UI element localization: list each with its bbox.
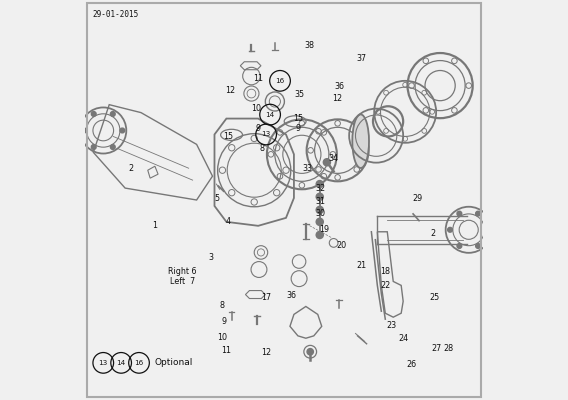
- Text: 9: 9: [295, 124, 300, 133]
- Text: Optional: Optional: [155, 358, 193, 367]
- Text: 20: 20: [336, 241, 346, 250]
- Text: 13: 13: [261, 132, 271, 138]
- Text: 16: 16: [275, 78, 285, 84]
- Text: 11: 11: [222, 346, 231, 355]
- Text: 14: 14: [116, 360, 126, 366]
- Text: 32: 32: [315, 184, 325, 192]
- Text: 36: 36: [335, 82, 345, 91]
- Text: 30: 30: [316, 210, 325, 218]
- Text: 14: 14: [265, 112, 275, 118]
- Text: 27: 27: [432, 344, 442, 354]
- Text: 35: 35: [294, 90, 304, 99]
- Circle shape: [91, 112, 96, 116]
- Text: 12: 12: [261, 348, 271, 358]
- Circle shape: [91, 145, 96, 149]
- Text: 21: 21: [356, 261, 366, 270]
- Text: 28: 28: [444, 344, 454, 354]
- Text: 8: 8: [220, 301, 225, 310]
- Text: 9: 9: [222, 317, 227, 326]
- Text: 9: 9: [256, 124, 261, 133]
- Text: 15: 15: [223, 132, 233, 141]
- Ellipse shape: [352, 114, 369, 168]
- Text: Right 6: Right 6: [169, 267, 197, 276]
- Circle shape: [475, 244, 481, 248]
- Text: 22: 22: [380, 281, 390, 290]
- Circle shape: [448, 228, 453, 232]
- Text: 26: 26: [406, 360, 416, 369]
- Circle shape: [457, 211, 462, 216]
- Text: 10: 10: [251, 104, 261, 113]
- Circle shape: [485, 228, 490, 232]
- Text: 12: 12: [225, 86, 236, 95]
- Text: 17: 17: [261, 293, 271, 302]
- Text: 10: 10: [218, 332, 227, 342]
- Text: 34: 34: [329, 154, 339, 163]
- Text: 18: 18: [381, 267, 390, 276]
- Text: 25: 25: [430, 293, 440, 302]
- Text: Left  7: Left 7: [170, 277, 195, 286]
- Text: 33: 33: [302, 164, 312, 173]
- Circle shape: [316, 180, 323, 188]
- Circle shape: [475, 211, 481, 216]
- Text: 11: 11: [253, 74, 263, 83]
- Text: 29-01-2015: 29-01-2015: [93, 10, 139, 19]
- Circle shape: [316, 218, 323, 226]
- Circle shape: [110, 145, 115, 149]
- Text: 19: 19: [319, 225, 329, 234]
- Text: 2: 2: [128, 164, 133, 173]
- Text: 29: 29: [412, 194, 422, 202]
- Circle shape: [316, 193, 323, 200]
- Circle shape: [120, 128, 125, 133]
- Circle shape: [323, 159, 331, 166]
- Text: 5: 5: [214, 194, 219, 202]
- Text: 16: 16: [135, 360, 144, 366]
- Text: 37: 37: [356, 54, 366, 64]
- Text: 38: 38: [305, 40, 315, 50]
- Text: 2: 2: [431, 229, 436, 238]
- Text: 12: 12: [332, 94, 343, 103]
- Circle shape: [82, 128, 86, 133]
- Text: 23: 23: [386, 321, 396, 330]
- Text: 1: 1: [152, 221, 157, 230]
- Text: 8: 8: [260, 144, 265, 153]
- Circle shape: [307, 348, 314, 355]
- Circle shape: [457, 244, 462, 248]
- Text: 24: 24: [398, 334, 408, 343]
- Text: 31: 31: [316, 198, 325, 206]
- Circle shape: [110, 112, 115, 116]
- Text: 36: 36: [286, 291, 296, 300]
- Text: 4: 4: [226, 217, 231, 226]
- Text: 13: 13: [99, 360, 108, 366]
- Circle shape: [316, 231, 323, 238]
- Text: 15: 15: [293, 114, 303, 123]
- Circle shape: [316, 206, 323, 214]
- Text: 3: 3: [208, 253, 213, 262]
